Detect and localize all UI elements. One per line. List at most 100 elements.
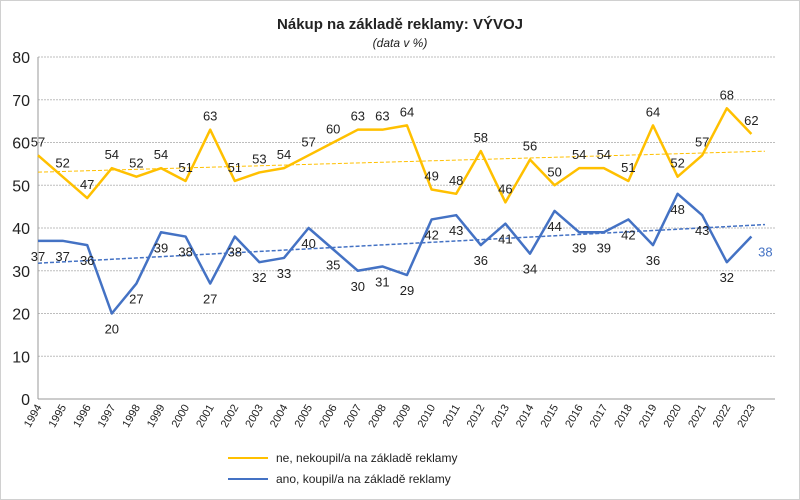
data-label: 57: [695, 134, 709, 149]
data-label: 42: [621, 227, 635, 242]
data-label: 43: [449, 223, 463, 238]
data-label: 40: [301, 236, 315, 251]
x-tick-label: 1998: [120, 403, 143, 430]
x-tick-label: 2012: [465, 403, 488, 430]
x-tick-label: 2014: [514, 403, 537, 430]
data-label: 38: [758, 245, 772, 260]
series-line: [37, 107, 753, 204]
data-label: 54: [277, 147, 291, 162]
data-label: 63: [375, 109, 389, 124]
x-tick-label: 1997: [96, 403, 119, 430]
data-label: 53: [252, 151, 266, 166]
data-label: 41: [498, 232, 512, 247]
data-label: 64: [646, 104, 660, 119]
y-tick-label: 60: [12, 136, 30, 153]
data-label: 43: [695, 223, 709, 238]
data-label: 27: [129, 292, 143, 307]
x-tick-label: 2000: [170, 403, 193, 430]
data-label: 51: [228, 160, 242, 175]
legend-item-ano: ano, koupil/a na základě reklamy: [228, 468, 457, 489]
trendline: [37, 223, 766, 264]
x-tick-label: 2008: [366, 403, 389, 430]
data-label: 51: [621, 160, 635, 175]
x-tick-label: 2002: [219, 403, 242, 430]
x-tick-label: 2023: [735, 403, 758, 430]
data-label: 57: [301, 134, 315, 149]
data-label: 52: [129, 156, 143, 171]
data-label: 32: [252, 270, 266, 285]
x-tick-label: 2011: [441, 403, 463, 429]
x-tick-label: 2003: [243, 403, 266, 430]
trendline: [37, 150, 766, 173]
data-label: 42: [424, 227, 438, 242]
x-tick-label: 2020: [662, 403, 685, 430]
x-tick-label: 2021: [686, 403, 709, 430]
data-label: 39: [572, 240, 586, 255]
legend-label: ne, nekoupil/a na základě reklamy: [276, 450, 458, 465]
data-label: 54: [572, 147, 586, 162]
data-label: 50: [547, 164, 561, 179]
x-tick-label: 2018: [612, 403, 635, 430]
data-label: 62: [744, 113, 758, 128]
x-tick-label: 2010: [416, 403, 439, 430]
legend-swatch: [228, 456, 268, 459]
data-label: 37: [55, 249, 69, 264]
data-label: 38: [228, 245, 242, 260]
x-tick-label: 2005: [293, 403, 316, 430]
data-label: 31: [375, 274, 389, 289]
data-label: 49: [424, 169, 438, 184]
data-label: 51: [178, 160, 192, 175]
x-tick-label: 1995: [47, 403, 70, 430]
data-label: 39: [597, 240, 611, 255]
x-tick-label: 2006: [317, 403, 340, 430]
data-label: 68: [720, 87, 734, 102]
x-tick-label: 2013: [489, 403, 512, 430]
legend: ne, nekoupil/a na základě reklamy ano, k…: [228, 447, 457, 489]
data-label: 39: [154, 240, 168, 255]
x-tick-label: 2009: [391, 403, 414, 430]
x-tick-label: 2004: [268, 403, 291, 430]
data-label: 63: [203, 109, 217, 124]
x-tick-label: 2001: [194, 403, 217, 430]
data-label: 36: [80, 253, 94, 268]
data-label: 52: [670, 156, 684, 171]
x-tick-label: 1999: [145, 403, 168, 430]
data-label: 48: [449, 173, 463, 188]
data-label: 47: [80, 177, 94, 192]
y-tick-label: 40: [12, 221, 30, 238]
y-tick-label: 20: [12, 307, 30, 324]
chart-subtitle: (data v %): [372, 36, 428, 50]
x-tick-label: 2007: [342, 403, 365, 430]
data-label: 46: [498, 181, 512, 196]
data-label: 56: [523, 139, 537, 154]
data-label: 38: [178, 245, 192, 260]
x-tick-label: 2015: [539, 403, 562, 430]
data-label: 54: [597, 147, 611, 162]
data-label: 63: [351, 109, 365, 124]
data-label: 29: [400, 283, 414, 298]
data-label: 30: [351, 279, 365, 294]
data-label: 57: [31, 134, 45, 149]
data-label: 27: [203, 292, 217, 307]
y-tick-label: 10: [12, 349, 30, 366]
x-tick-label: 1996: [71, 403, 94, 430]
data-label: 36: [474, 253, 488, 268]
series-line: [38, 192, 753, 315]
data-label: 44: [547, 219, 561, 234]
y-tick-label: 50: [12, 178, 30, 195]
data-label: 35: [326, 257, 340, 272]
data-label: 52: [55, 156, 69, 171]
x-tick-label: 2017: [588, 403, 611, 430]
data-label: 33: [277, 266, 291, 281]
data-label: 37: [31, 249, 45, 264]
data-label: 48: [670, 202, 684, 217]
data-label: 20: [105, 322, 119, 337]
y-tick-label: 80: [12, 50, 30, 67]
data-label: 64: [400, 104, 414, 119]
data-label: 54: [154, 147, 168, 162]
y-tick-label: 70: [12, 93, 30, 110]
data-label: 60: [326, 122, 340, 137]
x-tick-label: 2016: [563, 403, 586, 430]
legend-swatch: [228, 477, 268, 480]
